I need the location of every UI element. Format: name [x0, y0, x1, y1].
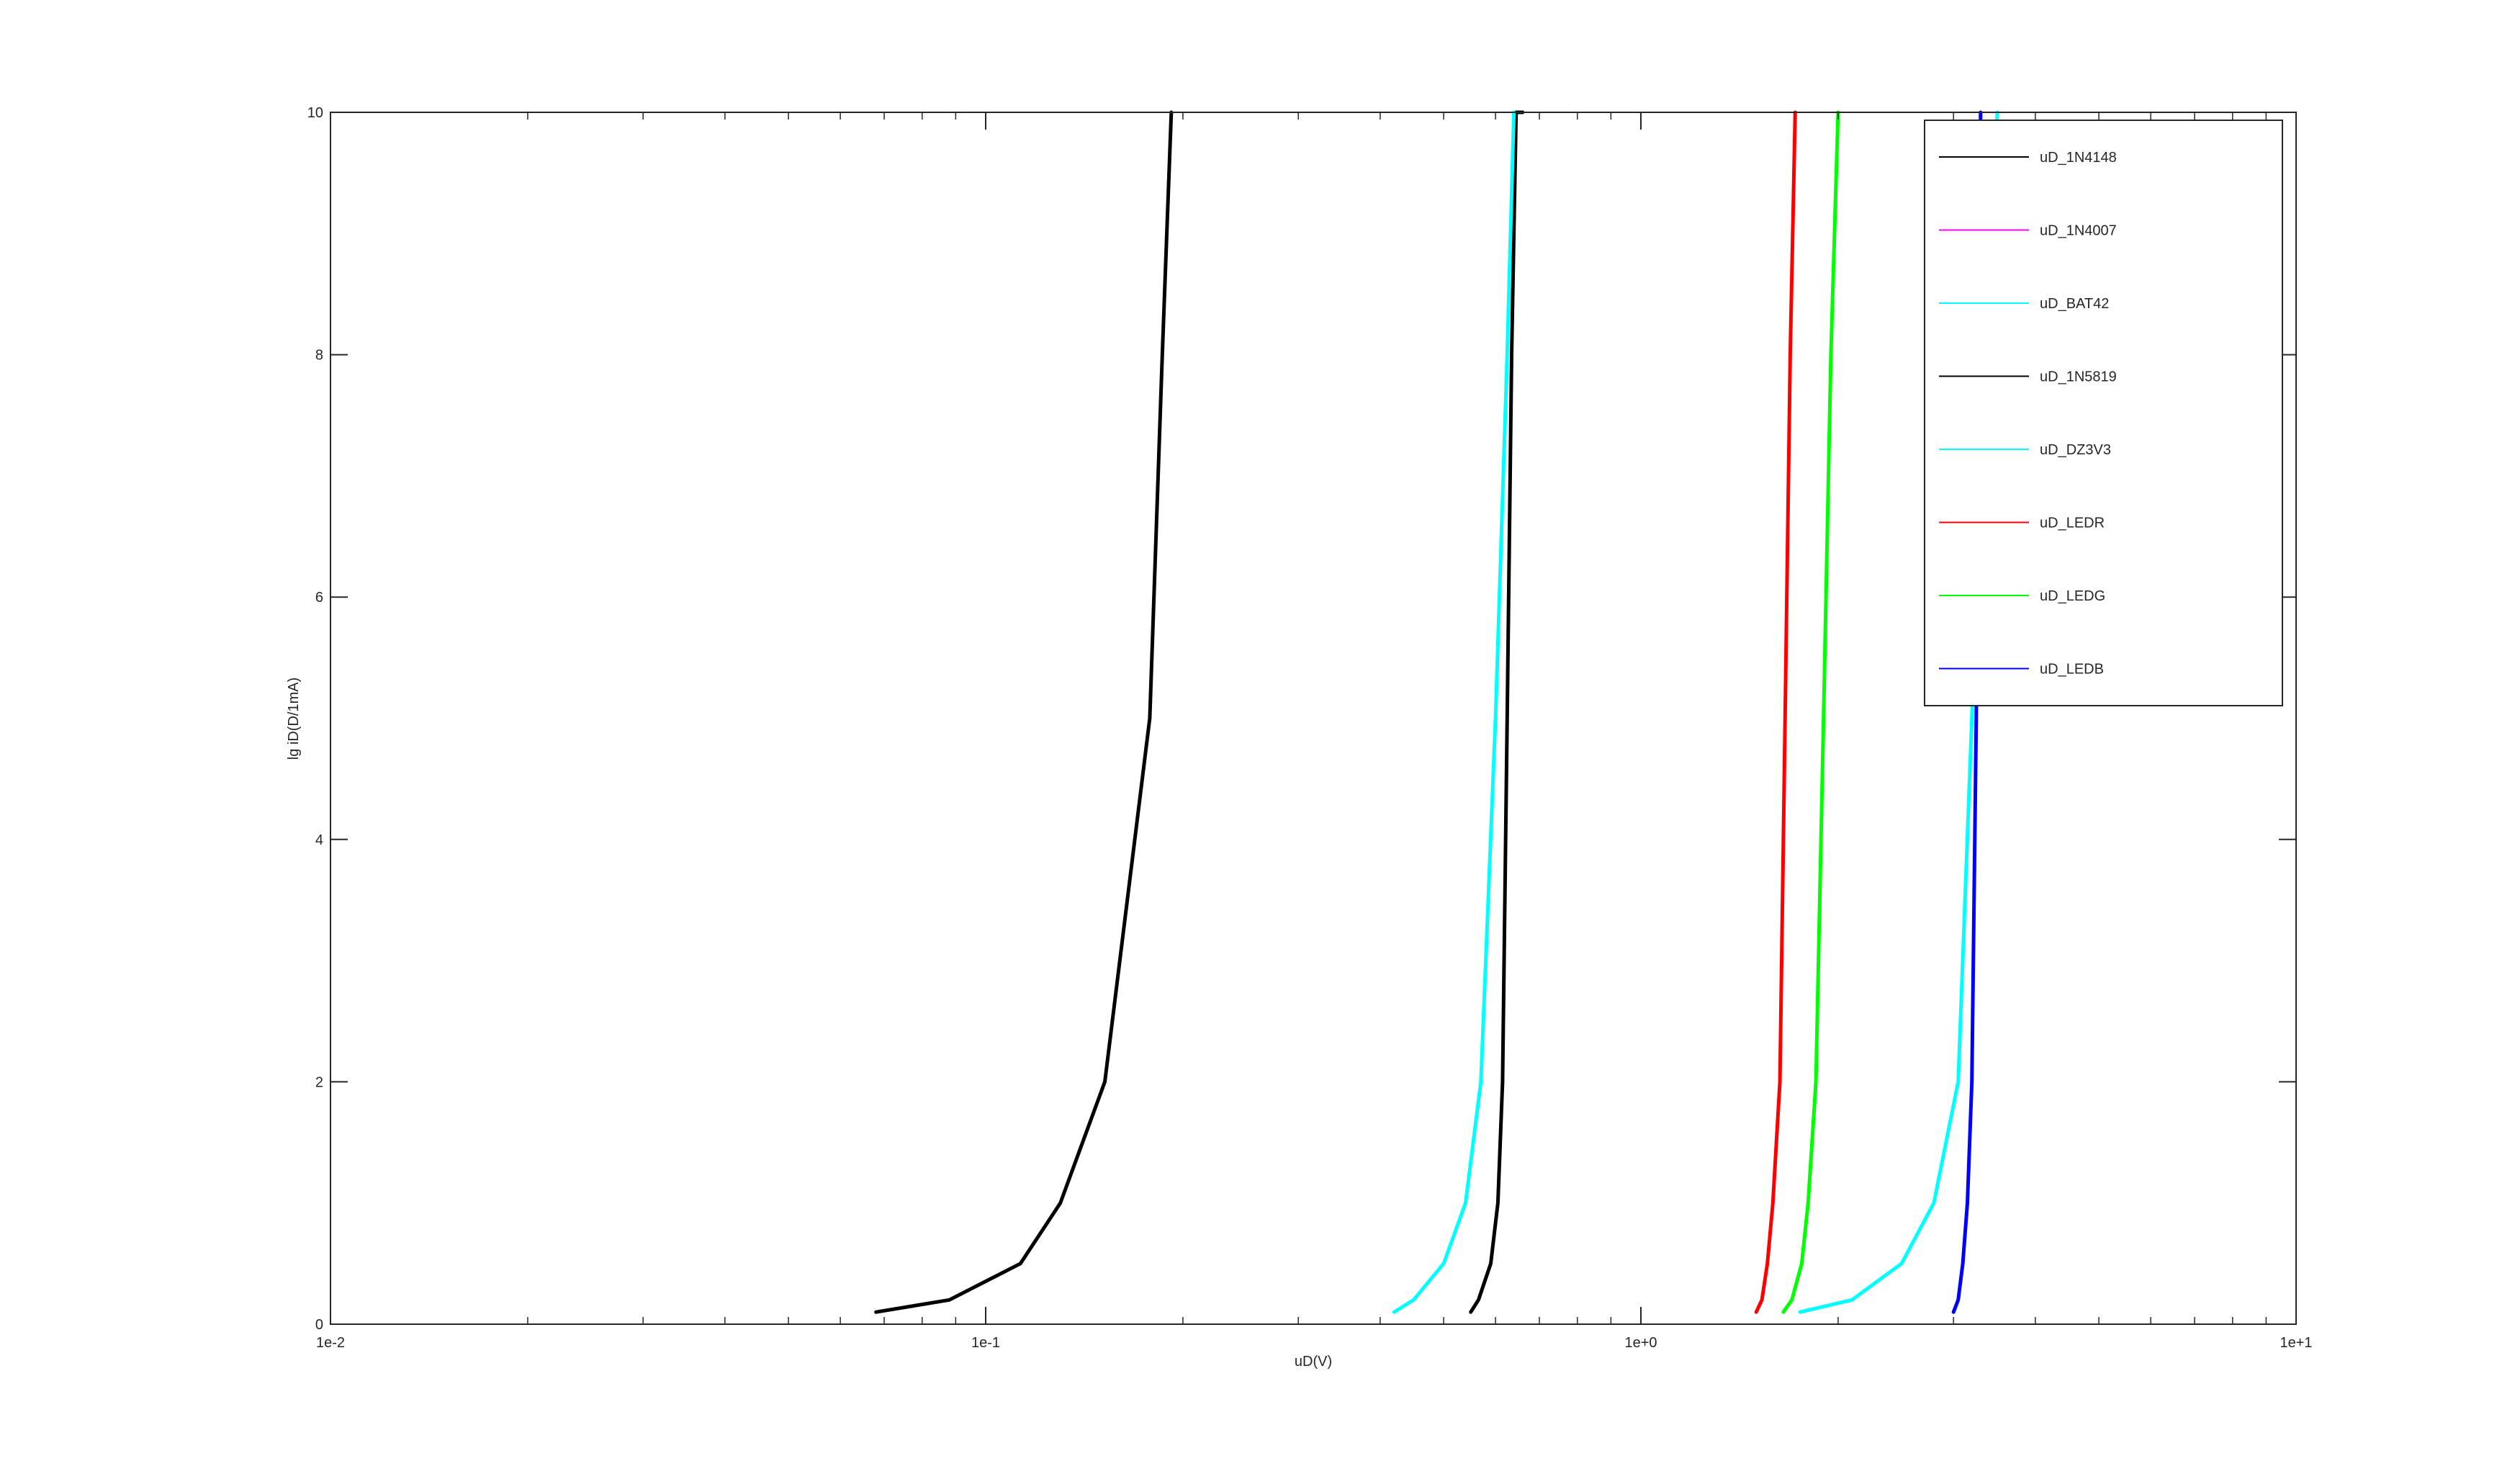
- legend-label-uD_1N4007: uD_1N4007: [2040, 223, 2117, 239]
- x-tick-label: 1e-1: [971, 1335, 1000, 1351]
- series-line-uD_BAT42: [1392, 110, 1516, 1314]
- y-tick-label: 10: [307, 105, 323, 121]
- legend-label-uD_DZ3V3: uD_DZ3V3: [2040, 442, 2111, 458]
- series-line-uD_LEDG: [1781, 110, 1840, 1314]
- y-axis-label: lg iD(D/1mA): [286, 678, 302, 760]
- x-tick-label: 1e-2: [316, 1335, 345, 1351]
- legend-box: [1924, 120, 2283, 706]
- legend-label-uD_LEDR: uD_LEDR: [2040, 516, 2105, 531]
- series-line-uD_1N4148: [1469, 110, 1525, 1314]
- legend-entries: uD_1N4148 uD_1N4007 uD_BAT42 uD_1N5819 uD_DZ…: [1939, 150, 2117, 678]
- legend-label-uD_BAT42: uD_BAT42: [2040, 296, 2109, 312]
- x-tick-label: 1e+1: [2280, 1335, 2312, 1351]
- series-line-uD_LEDR: [1754, 110, 1797, 1314]
- legend-label-uD_1N4148: uD_1N4148: [2040, 150, 2117, 166]
- y-tick-label: 8: [315, 348, 323, 364]
- tick-layer: 1e-2 1e-1 1e+0 1e+1 0 2 4 6 8 10: [307, 105, 2313, 1351]
- x-tick-label: 1e+0: [1624, 1335, 1657, 1351]
- legend-label-uD_LEDG: uD_LEDG: [2040, 588, 2105, 604]
- series-line-uD_1N5819: [874, 110, 1174, 1314]
- y-tick-label: 2: [315, 1074, 323, 1090]
- x-axis-label: uD(V): [1295, 1354, 1332, 1370]
- y-tick-label: 0: [315, 1317, 323, 1333]
- y-tick-label: 4: [315, 832, 323, 848]
- plot-frame: [330, 112, 2297, 1325]
- legend-label-uD_LEDB: uD_LEDB: [2040, 662, 2104, 678]
- y-tick-label: 6: [315, 590, 323, 606]
- legend: uD_1N4148 uD_1N4007 uD_BAT42 uD_1N5819 uD_DZ…: [1924, 120, 2283, 706]
- legend-label-uD_1N5819: uD_1N5819: [2040, 369, 2117, 385]
